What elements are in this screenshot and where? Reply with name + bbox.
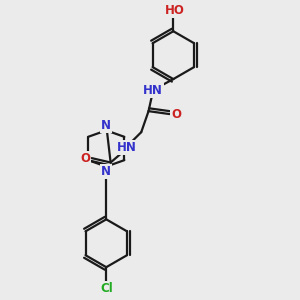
- Text: N: N: [101, 165, 111, 178]
- Text: O: O: [171, 108, 181, 121]
- Text: O: O: [80, 152, 90, 165]
- Text: HN: HN: [117, 141, 136, 154]
- Text: HN: HN: [143, 84, 163, 97]
- Text: Cl: Cl: [100, 282, 112, 295]
- Text: N: N: [101, 119, 111, 132]
- Text: HO: HO: [165, 4, 185, 17]
